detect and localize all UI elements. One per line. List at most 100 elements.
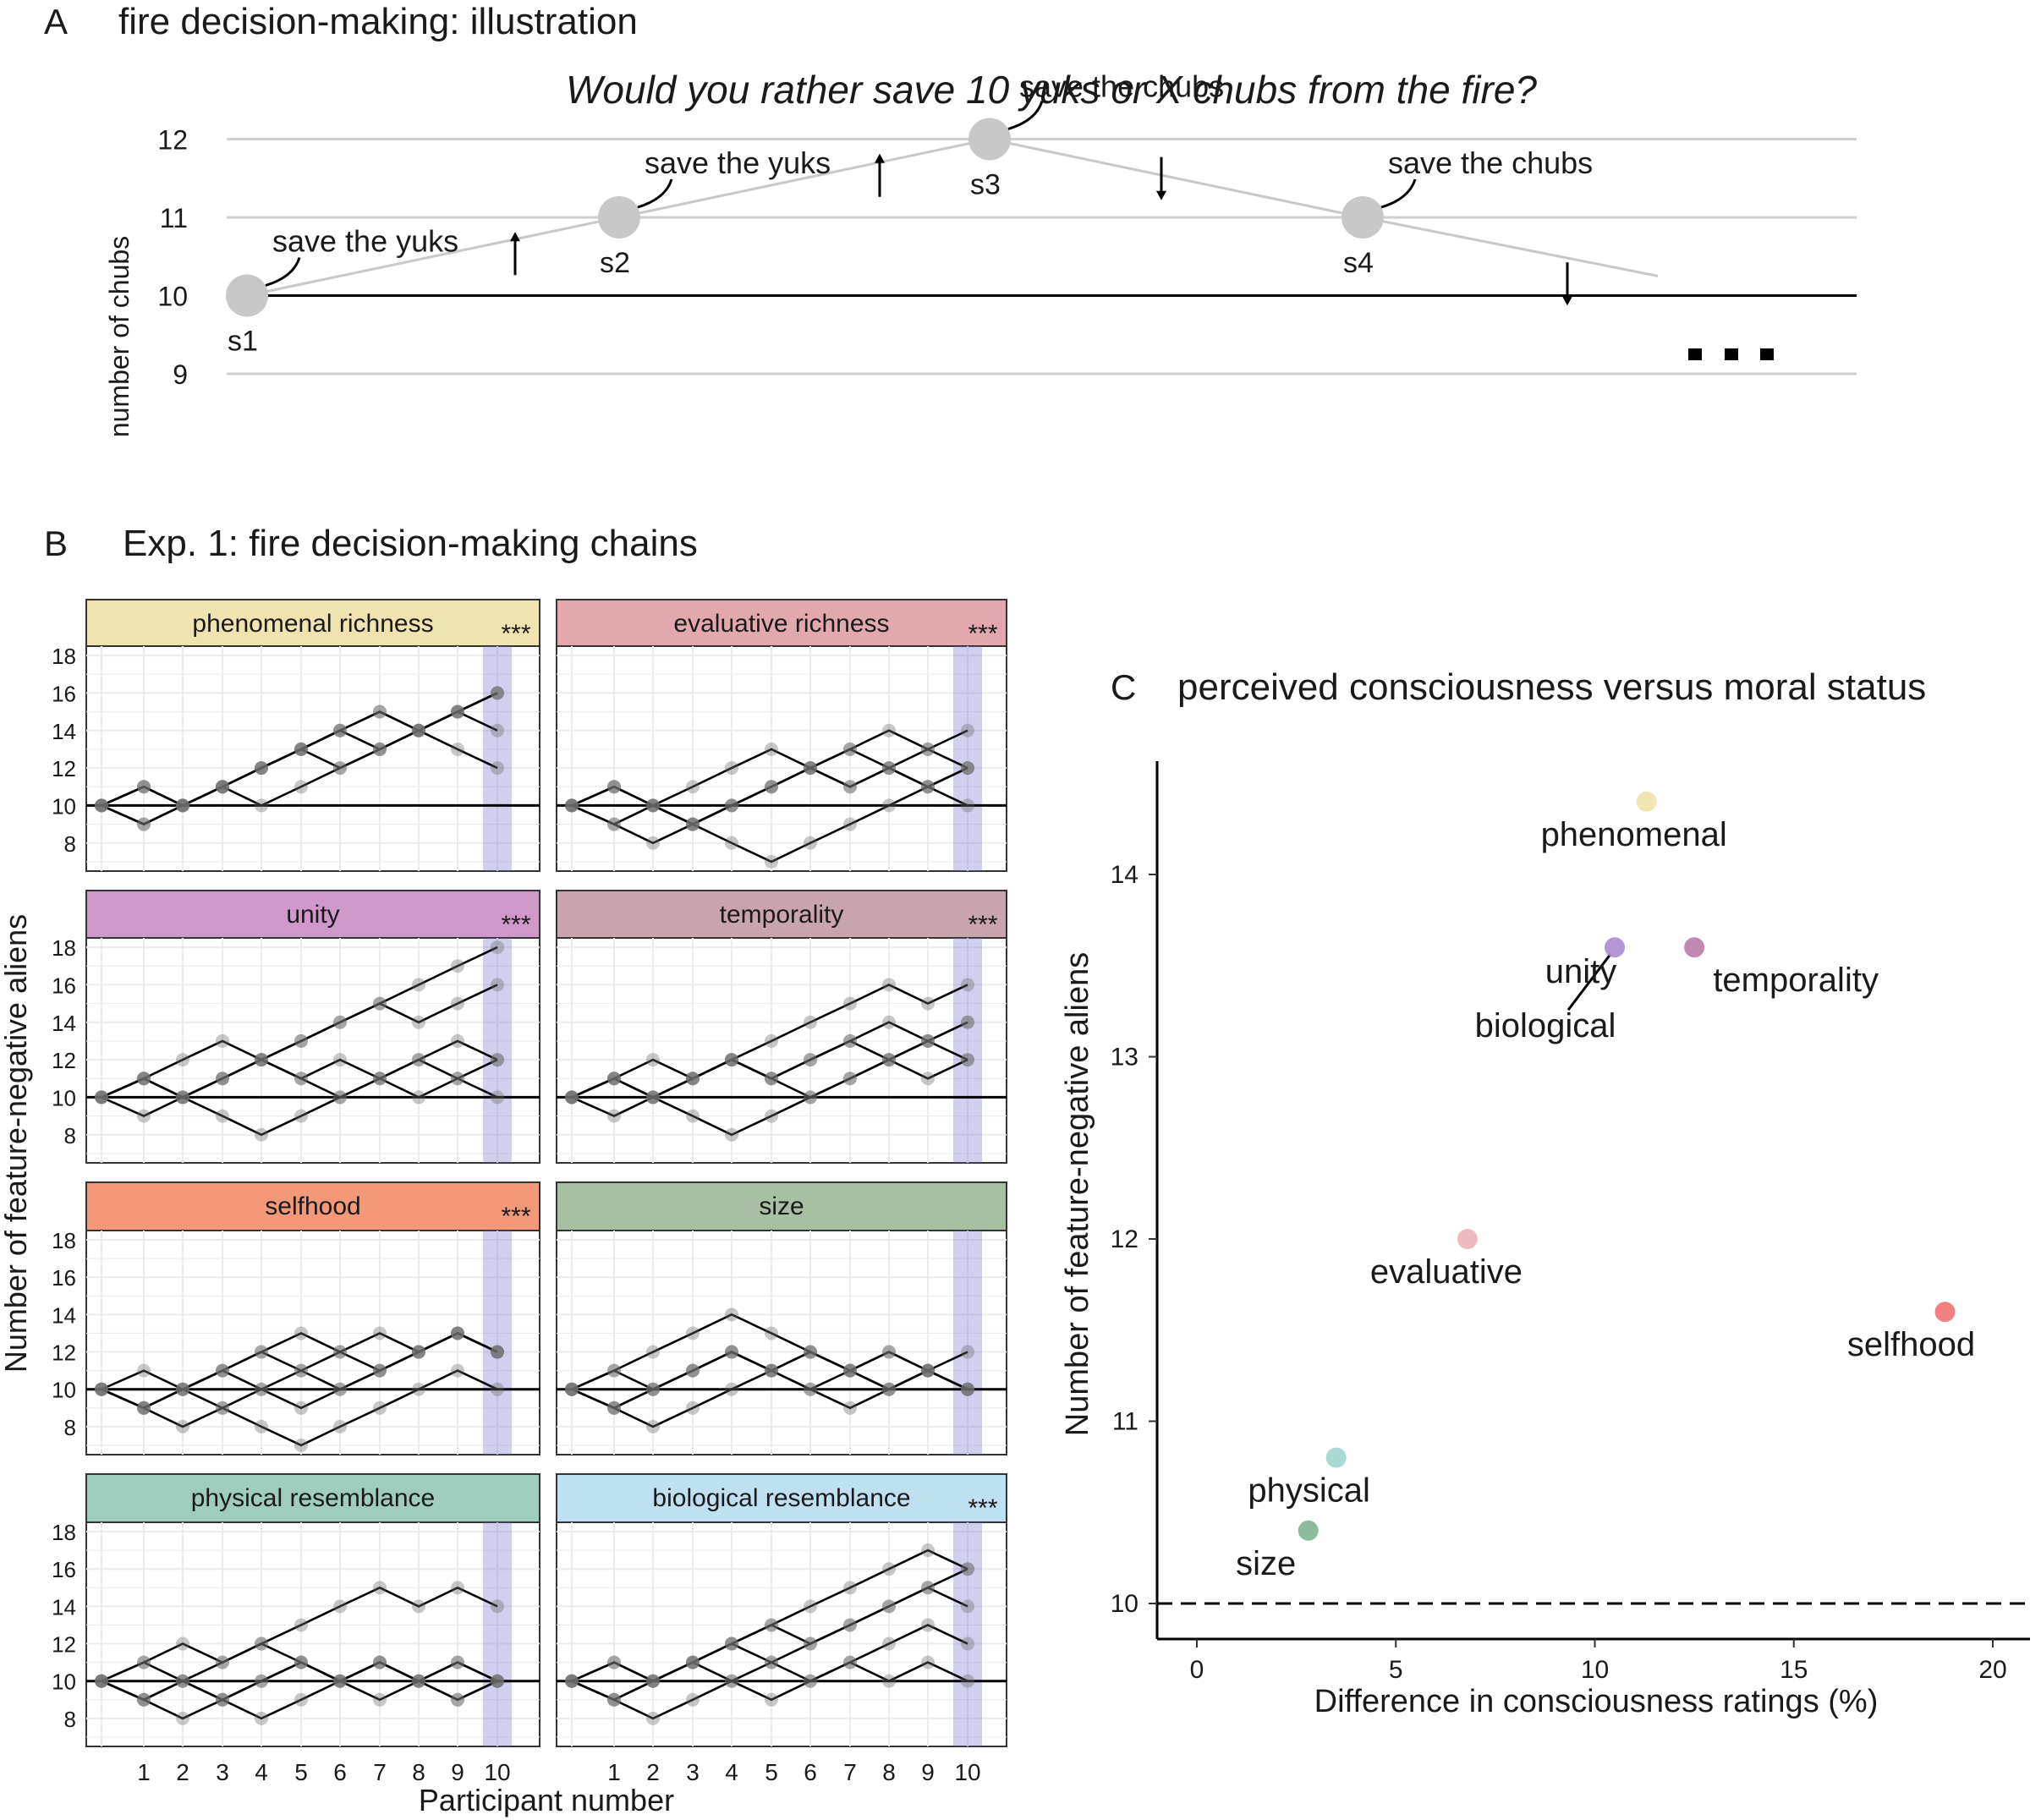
chain-point — [216, 1401, 229, 1415]
chain-point — [373, 704, 387, 719]
chain-point — [255, 1127, 268, 1142]
chain-point — [373, 996, 387, 1011]
chain-point — [646, 1090, 660, 1105]
chain-point — [412, 1090, 425, 1105]
chain-point — [491, 723, 504, 737]
facet-strip-label: biological resemblance — [652, 1484, 910, 1512]
chain-point — [255, 1419, 268, 1434]
chain-point — [646, 798, 660, 813]
chain-point — [491, 1674, 504, 1688]
chain-point — [961, 1053, 974, 1067]
chain-point — [565, 798, 579, 813]
chain-point — [804, 1090, 817, 1105]
facet-y-tick-label: 10 — [52, 1378, 76, 1403]
chain-point — [412, 1345, 425, 1359]
facet-x-tick-label: 9 — [921, 1759, 935, 1785]
chain-point — [95, 1382, 108, 1396]
chain-point — [565, 1090, 579, 1105]
chain-point — [176, 1382, 189, 1396]
chain-point — [412, 723, 425, 737]
chain-point — [412, 1345, 425, 1359]
chain-point — [255, 1053, 268, 1067]
chain-point — [882, 1015, 896, 1029]
chain-point — [961, 1636, 974, 1651]
facet-y-tick-label: 14 — [52, 1011, 76, 1036]
chain-point — [412, 1345, 425, 1359]
chain-point — [451, 1581, 464, 1595]
facet-y-tick-label: 14 — [52, 1302, 76, 1328]
chain-point — [607, 780, 621, 794]
facet-y-tick-label: 8 — [64, 1707, 76, 1732]
chain-point — [451, 704, 464, 719]
chain-point — [686, 1072, 700, 1086]
chain-point — [294, 1363, 308, 1378]
chain-point — [686, 1363, 700, 1378]
chain-point — [216, 1692, 229, 1707]
chain-point — [451, 1655, 464, 1669]
chain-point — [451, 1692, 464, 1707]
chain-point — [804, 1053, 817, 1067]
chain-point — [565, 798, 579, 813]
chain-point — [176, 798, 189, 813]
chain-point — [137, 1109, 151, 1123]
facet-y-tick-label: 8 — [64, 1415, 76, 1440]
facet-x-tick-label: 3 — [216, 1759, 229, 1785]
chain-point — [176, 1382, 189, 1396]
chain-point — [216, 1655, 229, 1669]
chain-point — [565, 1674, 579, 1688]
chain-point — [725, 798, 738, 813]
chain-point — [921, 1655, 935, 1669]
chain-point — [373, 1072, 387, 1086]
chain-point — [216, 1072, 229, 1086]
panel-a-choice-label: save the chubs — [1019, 69, 1224, 104]
facet-significance-label: *** — [501, 911, 530, 939]
chain-point — [451, 704, 464, 719]
chain-point — [565, 1674, 579, 1688]
facet-significance-label: *** — [968, 1494, 997, 1522]
chain-point — [843, 780, 857, 794]
chain-point — [843, 742, 857, 756]
chain-point — [961, 1599, 974, 1614]
chain-point — [882, 761, 896, 776]
chain-point — [412, 1599, 425, 1614]
chain-point — [412, 1674, 425, 1688]
chain-point — [607, 780, 621, 794]
chain-point — [882, 978, 896, 992]
facet-final-band — [483, 1231, 512, 1455]
facet-strip-label: physical resemblance — [191, 1484, 435, 1512]
panel-a-plot: 9 10 11 12 s1 save the yuks s2 save the yuks s3 s… — [157, 69, 1857, 390]
facet-x-tick-label: 10 — [954, 1759, 980, 1785]
panel-c-point — [1934, 1302, 1956, 1323]
chain-point — [646, 1090, 660, 1105]
panel-c-point-label: size — [1236, 1545, 1296, 1582]
chain-point — [607, 817, 621, 831]
chain-point — [176, 798, 189, 813]
chain-point — [176, 1674, 189, 1688]
facet-significance-label: *** — [501, 620, 530, 648]
chain-point — [216, 1363, 229, 1378]
chain-point — [216, 1363, 229, 1378]
chain-point — [176, 1636, 189, 1651]
chain-point — [646, 1345, 660, 1359]
chain-point — [294, 1363, 308, 1378]
facet-x-tick-label: 2 — [646, 1759, 660, 1785]
facet-x-tick-label: 5 — [294, 1759, 308, 1785]
chain-point — [412, 723, 425, 737]
facet-y-tick-label: 18 — [52, 644, 76, 669]
chain-point — [333, 1345, 347, 1359]
panel-c-point — [1325, 1447, 1347, 1468]
facet-strip-label: unity — [286, 901, 339, 929]
chain-point — [565, 1090, 579, 1105]
chain-point — [412, 978, 425, 992]
facet-plot-area — [85, 1230, 540, 1455]
chain-point — [491, 686, 504, 700]
chain-point — [921, 1581, 935, 1595]
chain-point — [921, 742, 935, 756]
chain-point — [646, 798, 660, 813]
chain-point — [373, 1655, 387, 1669]
facet-final-band — [953, 646, 982, 871]
chain-point — [961, 1382, 974, 1396]
facet-plot-area — [85, 937, 540, 1164]
chain-point — [373, 1326, 387, 1340]
